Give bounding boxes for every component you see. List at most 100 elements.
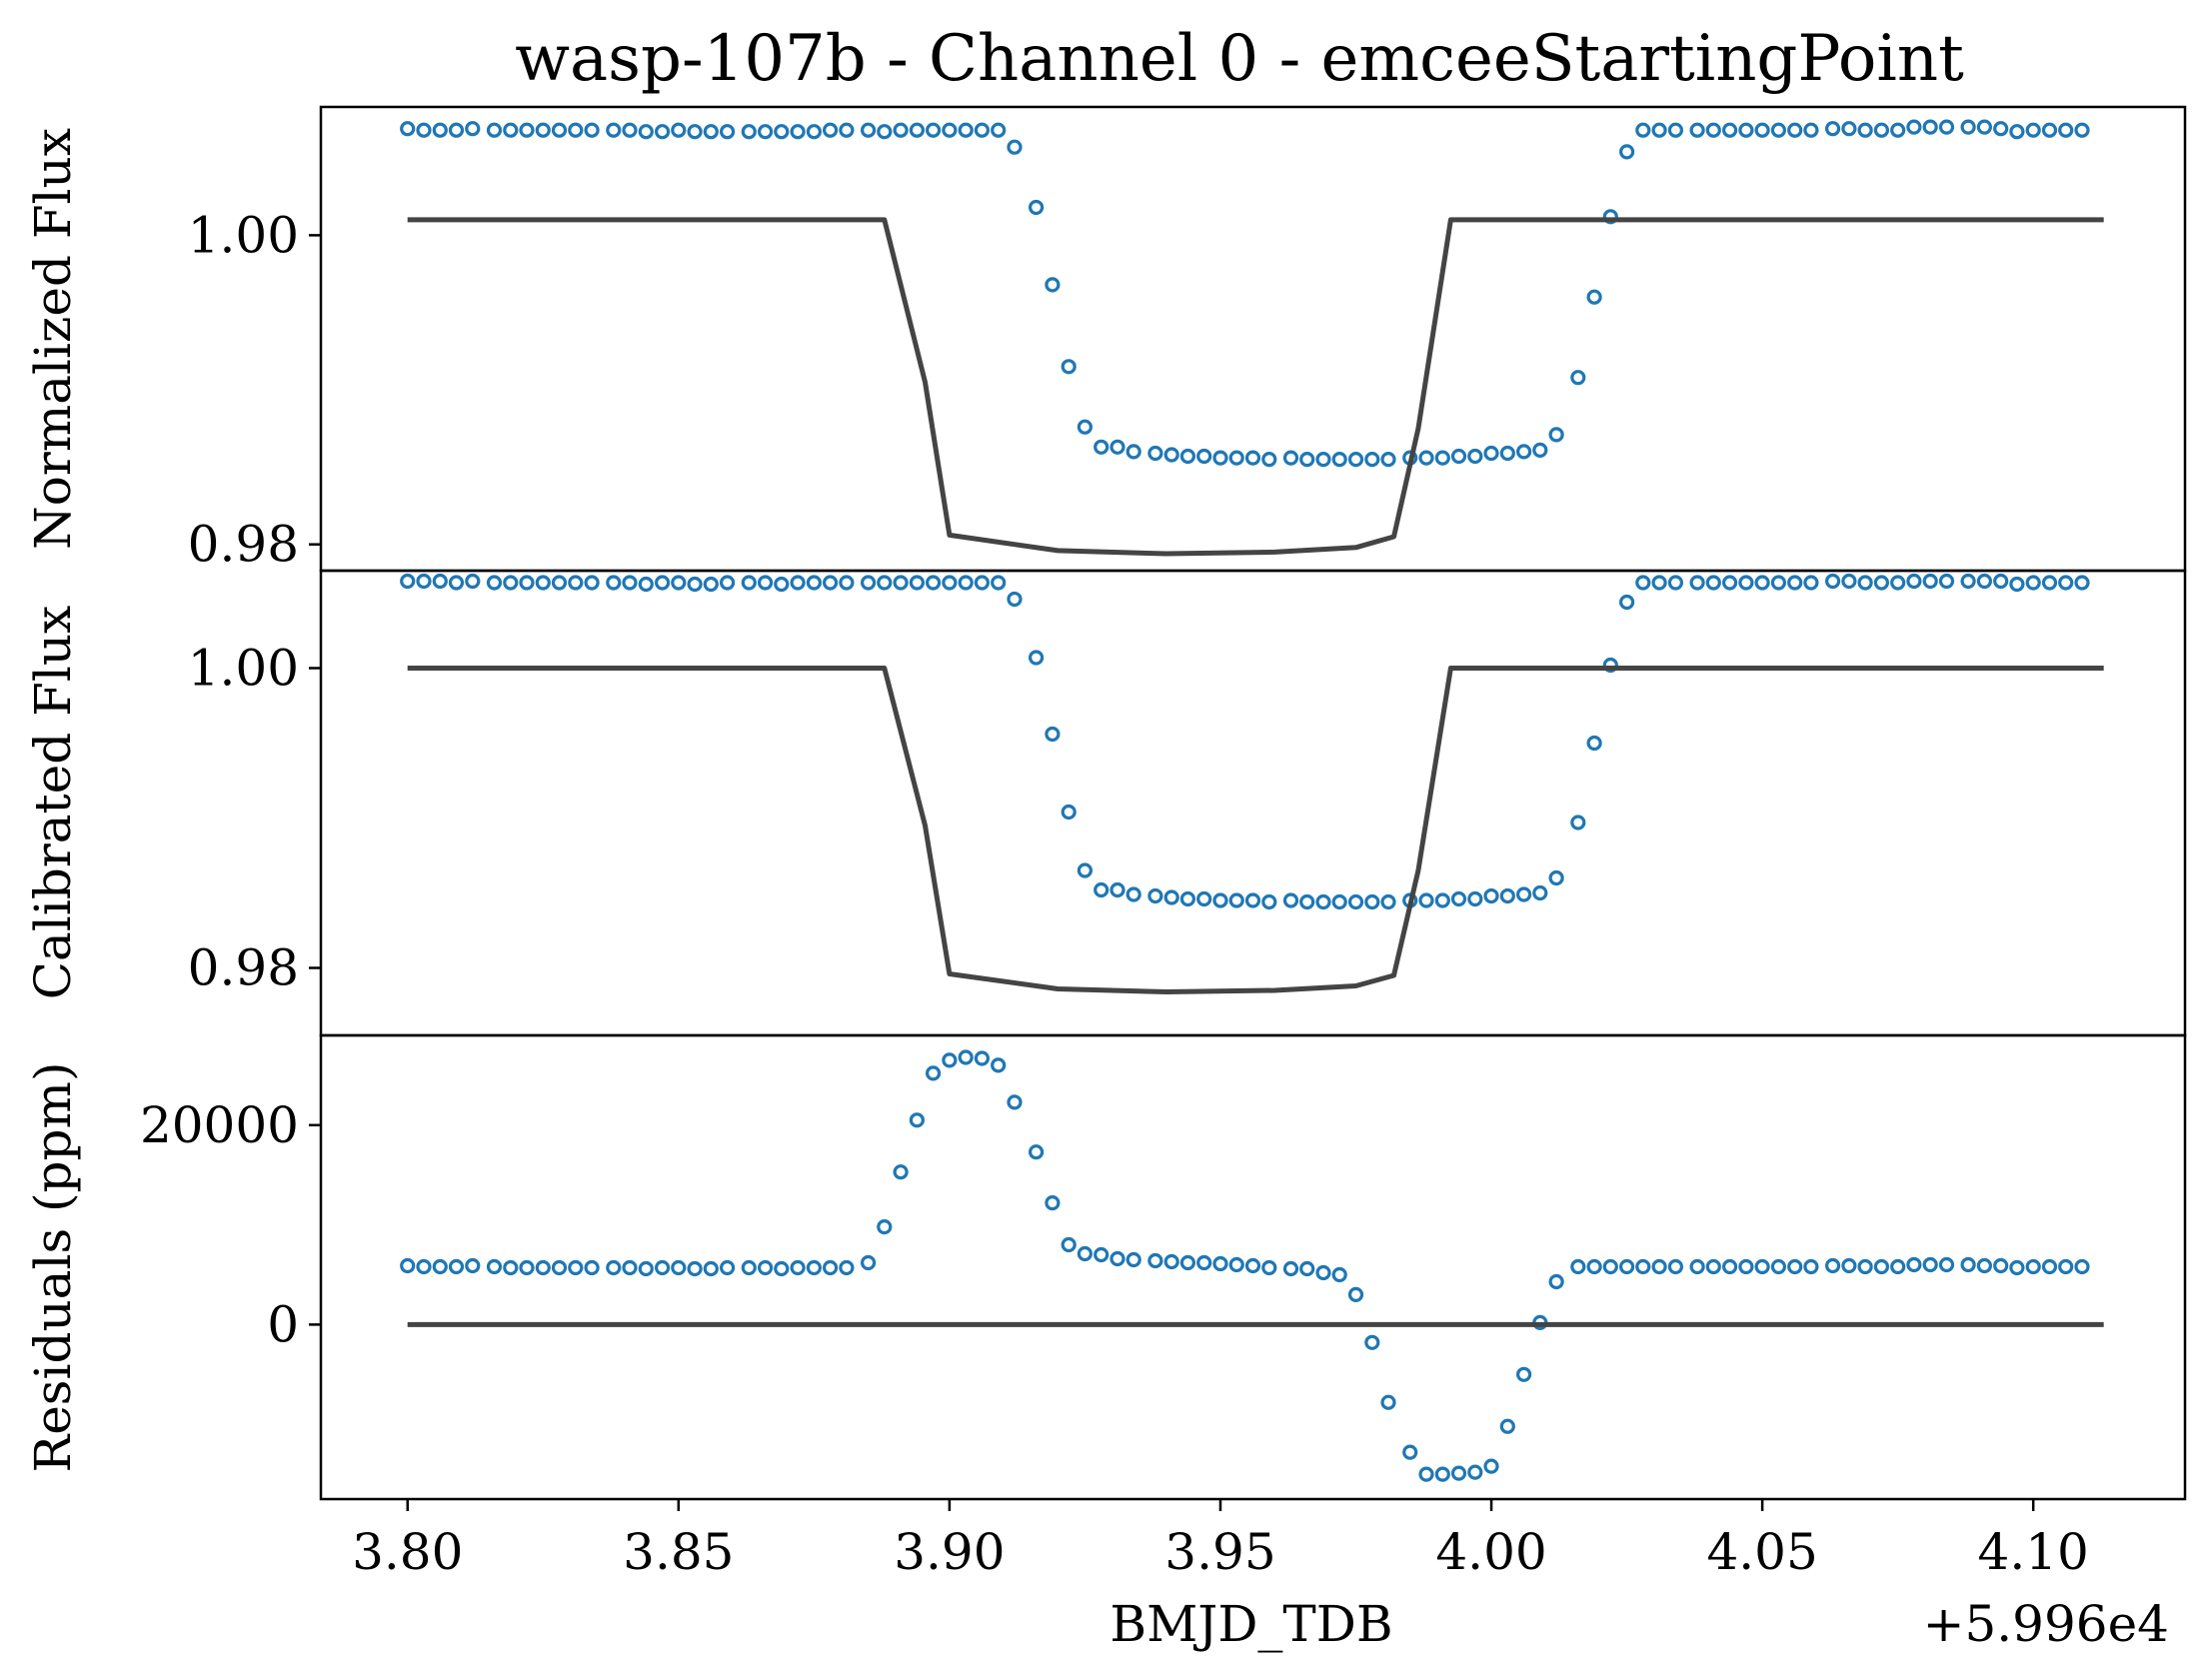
data-point [1922,119,1938,135]
y-tick-label: 1.00 [188,640,299,698]
data-point [1261,893,1277,910]
y-tick-label: 0 [267,1295,299,1353]
data-point [1824,1257,1841,1274]
data-point [1299,1260,1315,1277]
data-point [606,1259,622,1276]
data-point [1515,1366,1532,1382]
data-point [991,122,1007,138]
x-tick-label: 3.90 [894,1523,1005,1581]
data-point [1299,893,1315,910]
model-line [407,217,2104,557]
chart-title: wasp-107b - Channel 0 - emceeStartingPoi… [515,22,1964,96]
data-point [1667,1258,1684,1275]
data-point [1163,1253,1179,1270]
model-line [407,666,2104,994]
data-point [687,576,703,593]
data-point [1689,1258,1705,1275]
data-point [519,1259,535,1276]
data-point [991,575,1007,591]
data-point [1618,1258,1635,1275]
data-point [1467,890,1483,907]
data-point [654,575,671,591]
data-point [1938,119,1955,135]
data-point [1532,884,1548,901]
data-point [1125,444,1141,460]
data-point [1618,144,1635,160]
data-point [1467,1464,1483,1480]
data-point [942,122,958,138]
data-point [1007,1094,1023,1110]
data-point [991,1057,1007,1073]
x-tick-label: 4.10 [1978,1523,2089,1581]
data-point [1738,122,1754,138]
data-point [1548,869,1564,886]
data-point [1857,1258,1873,1275]
data-point [606,575,622,591]
data-point [1109,439,1125,455]
data-point [1434,450,1450,466]
data-point [719,124,736,140]
data-point [703,1260,719,1277]
data-point [1282,450,1299,466]
data-point [1125,1251,1141,1268]
data-point [1976,1257,1993,1274]
data-point [1261,452,1277,468]
data-point [1499,445,1515,462]
data-point [1841,1257,1857,1274]
data-point [503,575,519,591]
data-point [1938,573,1955,590]
data-point [1890,122,1906,138]
data-point [806,124,823,140]
data-point [584,122,600,138]
data-point [1228,450,1244,466]
data-point [974,575,991,591]
data-point [1450,1465,1467,1481]
data-point [1450,448,1467,465]
x-tick-label: 3.95 [1164,1523,1275,1581]
data-point [1282,1260,1299,1277]
data-point [465,121,481,137]
data-point [551,122,568,138]
data-point [1651,1258,1667,1275]
data-point [1331,1266,1347,1283]
data-point [486,1258,503,1275]
y-axis-label: Calibrated Flux [24,606,82,999]
data-point [687,1260,703,1277]
data-point [416,573,432,590]
data-point [942,575,958,591]
data-point [1689,575,1705,591]
data-point [839,1259,855,1276]
data-point [1299,452,1315,468]
data-point [1570,370,1586,386]
data-point [432,1258,448,1275]
data-point [1196,448,1212,465]
y-tick-label: 0.98 [188,939,299,997]
data-point [551,1259,568,1276]
data-point [638,1260,654,1277]
data-point [757,124,774,140]
data-point [1045,1194,1061,1211]
data-point [1873,575,1890,591]
data-point [1364,1334,1380,1350]
data-point [1787,1258,1803,1275]
data-point [1787,122,1803,138]
data-point [1857,122,1873,138]
data-point [1721,1258,1738,1275]
data-point [606,122,622,138]
data-point [1754,1258,1770,1275]
y-tick-label: 1.00 [188,206,299,264]
data-point [1938,1256,1955,1273]
data-point [1570,815,1586,831]
data-point [1976,573,1993,590]
data-point [2009,576,2025,593]
y-tick-label: 20000 [140,1096,299,1154]
data-point [1434,1466,1450,1482]
data-point [416,1258,432,1275]
data-point [2058,1258,2074,1275]
data-point [568,122,584,138]
data-point [1651,122,1667,138]
data-point [2025,122,2041,138]
data-point [958,575,974,591]
data-point [1196,1254,1212,1271]
